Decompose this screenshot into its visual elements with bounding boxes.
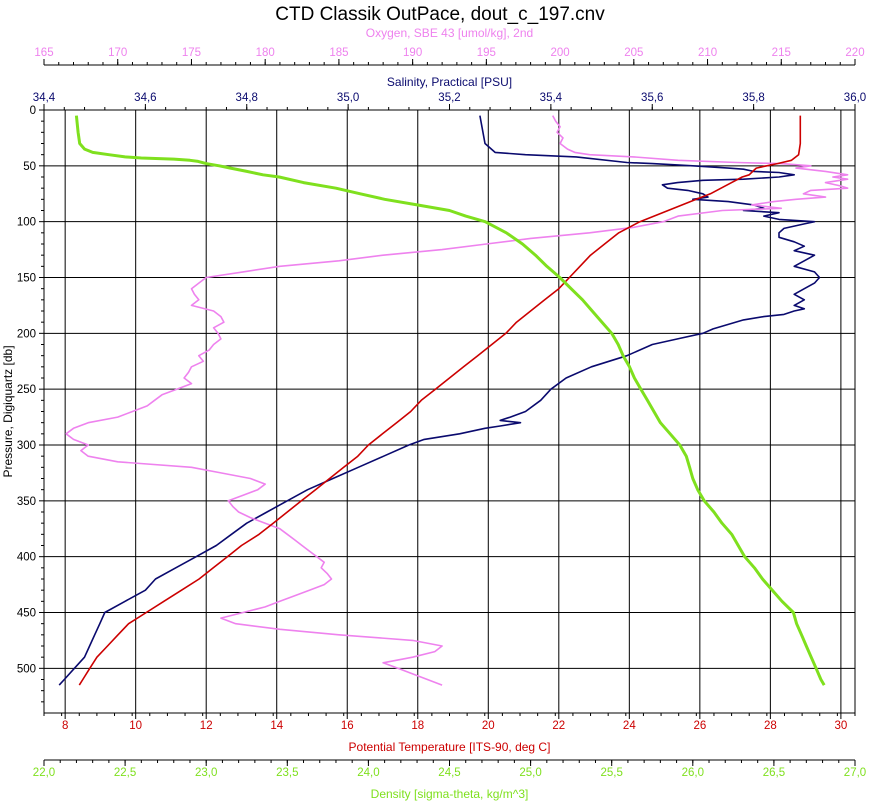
series-line-oxygen [65, 115, 849, 686]
temperature-axis-label: Potential Temperature [ITS-90, deg C] [349, 740, 551, 754]
pressure-axis-label: Pressure, Digiquartz [db] [1, 345, 15, 477]
tick-label-pressure: 450 [17, 608, 36, 620]
tick-label-density: 23,5 [276, 767, 298, 779]
tick-label-oxygen: 200 [550, 47, 569, 59]
tick-label-temperature: 30 [834, 720, 847, 732]
tick-label-oxygen: 170 [108, 47, 127, 59]
oxygen-axis-label: Oxygen, SBE 43 [umol/kg], 2nd [366, 26, 533, 40]
grid [44, 110, 855, 713]
tick-label-salinity: 35,4 [540, 92, 563, 104]
tick-label-density: 24,5 [438, 767, 460, 779]
density-axis-label: Density [sigma-theta, kg/m^3] [371, 787, 529, 801]
series-line-temperature [78, 115, 802, 686]
tick-label-oxygen: 215 [772, 47, 791, 59]
tick-label-density: 26,0 [682, 767, 704, 779]
series-line-density [74, 115, 826, 686]
tick-label-salinity: 35,2 [438, 92, 460, 104]
tick-label-density: 24,0 [357, 767, 379, 779]
tick-label-density: 22,0 [33, 767, 55, 779]
tick-label-temperature: 10 [129, 720, 142, 732]
tick-label-oxygen: 175 [182, 47, 201, 59]
tick-label-pressure: 400 [17, 552, 36, 564]
tick-label-oxygen: 220 [845, 47, 864, 59]
axes: 0 50 100 150 200 250 300 350 400 450 500 Pressure, … [1, 26, 866, 801]
tick-label-temperature: 18 [411, 720, 424, 732]
tick-label-salinity: 34,6 [134, 92, 156, 104]
tick-label-density: 23,0 [195, 767, 217, 779]
tick-label-salinity: 34,4 [33, 92, 56, 104]
tick-label-pressure: 50 [23, 161, 36, 173]
tick-label-pressure: 350 [17, 496, 36, 508]
tick-label-density: 25,0 [519, 767, 541, 779]
tick-label-density: 27,0 [844, 767, 866, 779]
tick-label-oxygen: 185 [329, 47, 348, 59]
tick-label-pressure: 0 [30, 105, 36, 117]
plot-frame [43, 109, 856, 714]
tick-label-temperature: 14 [270, 720, 283, 732]
tick-label-pressure: 300 [17, 440, 36, 452]
tick-label-temperature: 20 [482, 720, 495, 732]
tick-label-temperature: 8 [62, 720, 68, 732]
tick-label-temperature: 22 [552, 720, 565, 732]
tick-label-salinity: 35,6 [641, 92, 663, 104]
tick-label-oxygen: 205 [624, 47, 643, 59]
tick-label-oxygen: 165 [34, 47, 53, 59]
salinity-axis-label: Salinity, Practical [PSU] [387, 75, 512, 89]
tick-label-salinity: 34,8 [236, 92, 258, 104]
tick-label-pressure: 500 [17, 663, 36, 675]
tick-label-density: 26,5 [763, 767, 785, 779]
tick-label-salinity: 35,8 [742, 92, 764, 104]
tick-label-oxygen: 190 [403, 47, 422, 59]
tick-label-pressure: 150 [17, 273, 36, 285]
tick-label-oxygen: 210 [698, 47, 717, 59]
tick-label-oxygen: 180 [256, 47, 275, 59]
tick-label-pressure: 200 [17, 328, 36, 340]
series-line-salinity [58, 115, 821, 686]
tick-label-pressure: 100 [17, 217, 36, 229]
tick-label-pressure: 250 [17, 384, 36, 396]
tick-label-density: 25,5 [601, 767, 623, 779]
tick-label-temperature: 24 [623, 720, 636, 732]
chart-title: CTD Classik OutPace, dout_c_197.cnv [275, 4, 605, 25]
series-group [58, 115, 849, 686]
tick-label-salinity: 36,0 [844, 92, 866, 104]
tick-label-salinity: 35,0 [337, 92, 359, 104]
tick-label-temperature: 16 [341, 720, 354, 732]
tick-label-temperature: 26 [693, 720, 706, 732]
tick-label-oxygen: 195 [477, 47, 496, 59]
tick-label-temperature: 28 [764, 720, 777, 732]
tick-label-temperature: 12 [200, 720, 213, 732]
tick-label-density: 22,5 [114, 767, 136, 779]
